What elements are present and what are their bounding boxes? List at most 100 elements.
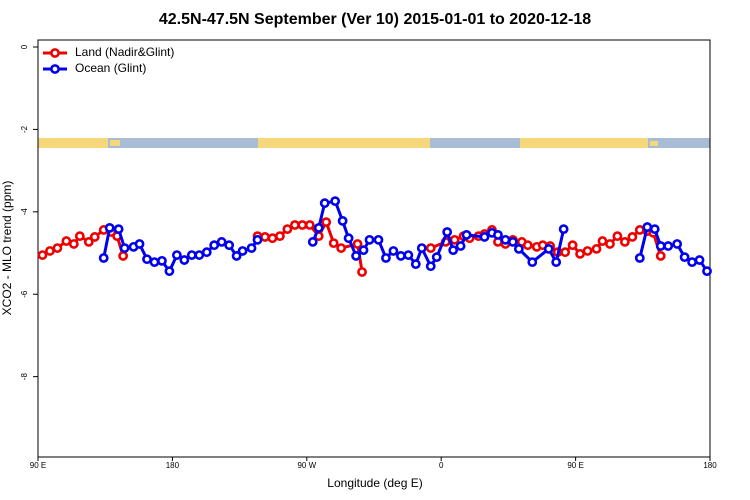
point [336, 243, 347, 253]
point [260, 232, 270, 242]
point [694, 255, 705, 265]
point [201, 247, 212, 258]
land-strip [520, 138, 648, 148]
point [642, 222, 653, 232]
point [307, 237, 318, 247]
point [522, 240, 533, 251]
y-tick-label: -4 [20, 208, 29, 216]
point [231, 251, 242, 261]
point [275, 231, 285, 242]
y-tick-label: 0 [20, 44, 29, 49]
point [171, 250, 182, 260]
plot-frame [37, 39, 711, 458]
y-axis-label: XCO2 - MLO trend (ppm) [0, 181, 14, 316]
point [591, 244, 602, 254]
point [337, 215, 348, 226]
point [142, 254, 152, 265]
x-axis-label: Longitude (deg E) [327, 476, 422, 490]
series [98, 196, 712, 277]
point [513, 244, 524, 254]
point [157, 255, 167, 266]
legend-label: Ocean (Glint) [75, 61, 146, 75]
point [373, 234, 384, 245]
x-tick-label: 90 E [567, 461, 583, 470]
point [605, 239, 615, 249]
point [702, 266, 712, 277]
point [567, 240, 578, 251]
point [507, 237, 518, 247]
point [104, 222, 115, 233]
point [431, 252, 442, 263]
point [319, 198, 330, 209]
point [252, 234, 263, 245]
point [500, 234, 511, 245]
land-strip [38, 138, 108, 148]
chart-title: 42.5N-47.5N September (Ver 10) 2015-01-0… [159, 11, 591, 28]
point [297, 220, 308, 230]
legend-marker [50, 48, 60, 58]
point [224, 240, 235, 251]
point [527, 257, 538, 267]
point [237, 246, 248, 256]
point [74, 231, 85, 242]
point [37, 250, 48, 260]
point [119, 243, 130, 253]
point [351, 251, 361, 261]
point [289, 220, 300, 230]
point [395, 251, 406, 261]
point [597, 236, 608, 246]
point [304, 220, 315, 230]
point [209, 240, 220, 251]
point [149, 257, 160, 267]
point [575, 248, 585, 259]
point [330, 196, 341, 207]
point [357, 267, 367, 277]
x-tick-label: 90 W [297, 461, 316, 470]
x-tick-label: 90 E [30, 461, 46, 470]
point [246, 243, 257, 253]
point [461, 230, 472, 240]
point [672, 239, 683, 249]
point [560, 247, 571, 258]
point [679, 252, 690, 263]
legend: Land (Nadir&Glint) Ocean (Glint) [43, 45, 174, 75]
point [98, 253, 109, 263]
point [634, 225, 645, 235]
point [416, 243, 427, 253]
point [68, 239, 79, 249]
point [179, 255, 190, 265]
y-tick-label: -2 [20, 125, 29, 133]
point [493, 230, 503, 240]
point [403, 250, 414, 260]
point [558, 224, 569, 235]
point [381, 253, 391, 263]
point [655, 251, 666, 261]
point [448, 245, 459, 256]
y-tick-label: -6 [20, 290, 29, 298]
point [410, 259, 421, 270]
point [328, 238, 339, 249]
point [612, 231, 623, 242]
point [61, 236, 72, 246]
point [313, 222, 324, 233]
land-strip [258, 138, 430, 148]
y-tick-label: -8 [20, 373, 29, 381]
x-tick-label: 180 [166, 461, 180, 470]
point [543, 244, 554, 254]
point [479, 232, 490, 242]
point [649, 224, 660, 235]
point [118, 251, 129, 261]
point [134, 239, 145, 249]
point [551, 257, 562, 267]
map-strip [38, 138, 710, 148]
point [186, 250, 197, 260]
point [388, 246, 399, 256]
legend-label: Land (Nadir&Glint) [75, 45, 174, 59]
point [627, 232, 638, 242]
point [267, 233, 278, 244]
point [282, 224, 293, 235]
point [634, 253, 645, 263]
point [216, 237, 227, 247]
land-strip [650, 141, 658, 146]
point [455, 241, 466, 251]
